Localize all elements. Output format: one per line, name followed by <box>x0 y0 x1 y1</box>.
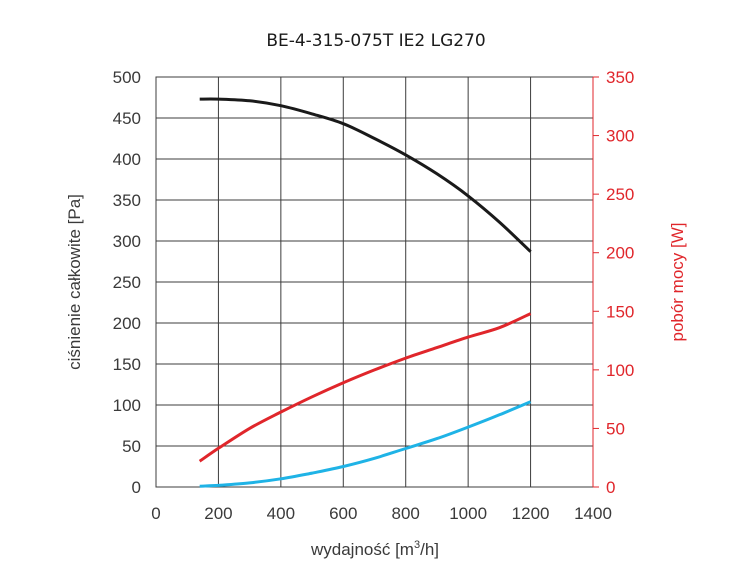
x-axis-ticks: 0 200 400 600 800 1000 1200 1400 <box>151 504 612 523</box>
x-tick-label: 1000 <box>449 504 487 523</box>
series-line-2 <box>198 312 532 463</box>
x-tick-label: 200 <box>204 504 232 523</box>
left-axis-ticks: 0 50 100 150 200 250 300 350 400 450 500 <box>113 68 141 497</box>
x-tick-label: 800 <box>392 504 420 523</box>
y-tick-label: 350 <box>113 191 141 210</box>
y2-tick-label: 200 <box>606 244 634 263</box>
y-tick-label: 500 <box>113 68 141 87</box>
y-tick-label: 300 <box>113 232 141 251</box>
y2-tick-label: 250 <box>606 185 634 204</box>
x-axis-label-superscript: 3 <box>414 539 420 551</box>
y-tick-label: 100 <box>113 396 141 415</box>
x-tick-label: 1400 <box>574 504 612 523</box>
y-tick-label: 150 <box>113 355 141 374</box>
y2-tick-label: 150 <box>606 302 634 321</box>
y-tick-label: 0 <box>132 478 141 497</box>
series-line-3 <box>199 400 532 488</box>
chart-title: BE-4-315-075T IE2 LG270 <box>266 31 485 51</box>
y-tick-label: 200 <box>113 314 141 333</box>
y-tick-label: 50 <box>122 437 141 456</box>
y2-tick-label: 50 <box>606 419 625 438</box>
x-axis-label: wydajność [m3/h] <box>310 539 439 559</box>
grid-lines <box>155 76 594 488</box>
x-axis-label-end: /h] <box>420 540 439 559</box>
y2-tick-label: 100 <box>606 361 634 380</box>
y2-tick-label: 350 <box>606 68 634 87</box>
x-axis-label-main: wydajność [m <box>310 540 414 559</box>
y2-tick-label: 300 <box>606 127 634 146</box>
y-axis-label: ciśnienie całkowite [Pa] <box>65 194 84 370</box>
right-axis-ticks: 0 50 100 150 200 250 300 350 <box>592 68 634 497</box>
series-line-1 <box>199 97 532 253</box>
x-tick-label: 0 <box>151 504 160 523</box>
y-tick-label: 250 <box>113 273 141 292</box>
y2-axis-label: pobór mocy [W] <box>668 222 687 341</box>
y-tick-label: 450 <box>113 109 141 128</box>
x-tick-label: 600 <box>329 504 357 523</box>
x-tick-label: 400 <box>267 504 295 523</box>
x-tick-label: 1200 <box>512 504 550 523</box>
y-tick-label: 400 <box>113 150 141 169</box>
y2-tick-label: 0 <box>606 478 615 497</box>
series-lines <box>198 97 532 488</box>
